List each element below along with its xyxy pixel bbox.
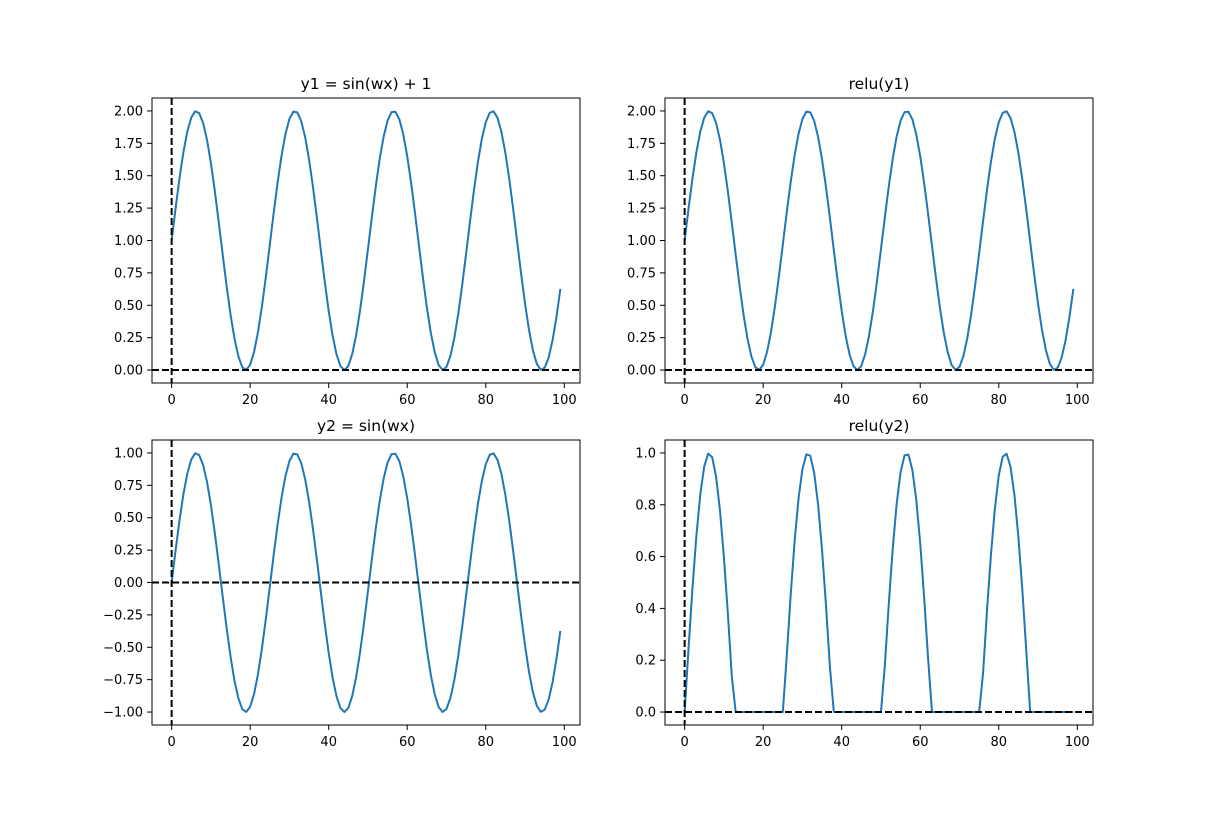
x-tick-label: 60 [912, 393, 929, 408]
y-tick-label: 1.50 [114, 169, 143, 184]
y-tick-label: 0.8 [635, 498, 656, 513]
y-tick-label: 0.4 [635, 602, 656, 617]
series-line-1 [170, 452, 562, 714]
y-tick-label: 0.75 [114, 266, 143, 281]
y-tick-label: 0.00 [627, 364, 656, 379]
x-tick-label: 80 [990, 393, 1007, 408]
x-tick-label: 0 [167, 735, 175, 750]
y-tick-label: 0.50 [627, 299, 656, 314]
subplot-title: y2 = sin(wx) [317, 417, 415, 435]
x-tick-label: 80 [477, 735, 494, 750]
x-tick-label: 60 [912, 735, 929, 750]
y-tick-label: 0.25 [114, 331, 143, 346]
y-tick-label: 1.0 [635, 446, 656, 461]
x-tick-label: 20 [755, 735, 772, 750]
y-tick-label: 1.75 [627, 137, 656, 152]
y-tick-label: 0.00 [114, 364, 143, 379]
axes-frame [664, 97, 1094, 384]
x-tick-label: 100 [1065, 393, 1090, 408]
y-tick-label: 1.75 [114, 137, 143, 152]
y-tick-label: 0.6 [635, 550, 656, 565]
x-tick-label: 20 [755, 393, 772, 408]
series-line-1 [683, 110, 1075, 372]
y-tick-label: 2.00 [114, 104, 143, 119]
x-tick-label: 80 [477, 393, 494, 408]
y-tick-label: 0.75 [114, 479, 143, 494]
series-line-1 [170, 110, 562, 372]
subplot-3: 0 20 40 60 80 100 −1.00 −0.75 −0.50 −0.25 0.00 0.25… [103, 417, 581, 750]
subplot-title: relu(y1) [849, 75, 910, 93]
subplot-title: y1 = sin(wx) + 1 [301, 75, 432, 93]
x-tick-label: 0 [680, 393, 688, 408]
series-line-1 [683, 452, 1074, 714]
y-tick-label: 1.00 [114, 446, 143, 461]
y-tick-label: 1.00 [627, 234, 656, 249]
y-tick-label: 0.2 [635, 654, 656, 669]
y-tick-label: −0.50 [103, 641, 143, 656]
y-tick-label: −1.00 [103, 706, 143, 721]
y-tick-label: 0.25 [627, 331, 656, 346]
x-tick-label: 100 [552, 393, 577, 408]
y-tick-label: 1.50 [627, 169, 656, 184]
axes-frame [664, 439, 1094, 726]
x-tick-label: 40 [320, 393, 337, 408]
y-tick-label: −0.25 [103, 608, 143, 623]
y-tick-label: 2.00 [627, 104, 656, 119]
y-tick-label: 0.50 [114, 299, 143, 314]
x-tick-label: 20 [242, 393, 259, 408]
x-tick-label: 0 [680, 735, 688, 750]
y-tick-label: 0.75 [627, 266, 656, 281]
subplot-1: 0 20 40 60 80 100 0.00 0.25 0.50 0.75 1.00 1.25 1.50… [114, 75, 581, 408]
x-tick-label: 40 [320, 735, 337, 750]
x-tick-label: 40 [833, 735, 850, 750]
x-tick-label: 80 [990, 735, 1007, 750]
y-tick-label: 1.25 [114, 202, 143, 217]
x-tick-label: 40 [833, 393, 850, 408]
y-tick-label: 1.25 [627, 202, 656, 217]
axes-frame [151, 97, 581, 384]
x-tick-label: 20 [242, 735, 259, 750]
subplot-2: 0 20 40 60 80 100 0.00 0.25 0.50 0.75 1.00 1.25 1.50… [627, 75, 1094, 408]
subplot-title: relu(y2) [849, 417, 910, 435]
x-tick-label: 100 [1065, 735, 1090, 750]
y-tick-label: 0.00 [114, 576, 143, 591]
y-tick-label: 1.00 [114, 234, 143, 249]
x-tick-label: 0 [167, 393, 175, 408]
x-tick-label: 100 [552, 735, 577, 750]
x-tick-label: 60 [399, 735, 416, 750]
y-tick-label: 0.25 [114, 544, 143, 559]
x-tick-label: 60 [399, 393, 416, 408]
subplot-4: 0 20 40 60 80 100 0.0 0.2 0.4 0.6 0.8 1.0 relu(y2) [635, 417, 1094, 750]
y-tick-label: −0.75 [103, 673, 143, 688]
y-tick-label: 0.50 [114, 511, 143, 526]
y-tick-label: 0.0 [635, 706, 656, 721]
